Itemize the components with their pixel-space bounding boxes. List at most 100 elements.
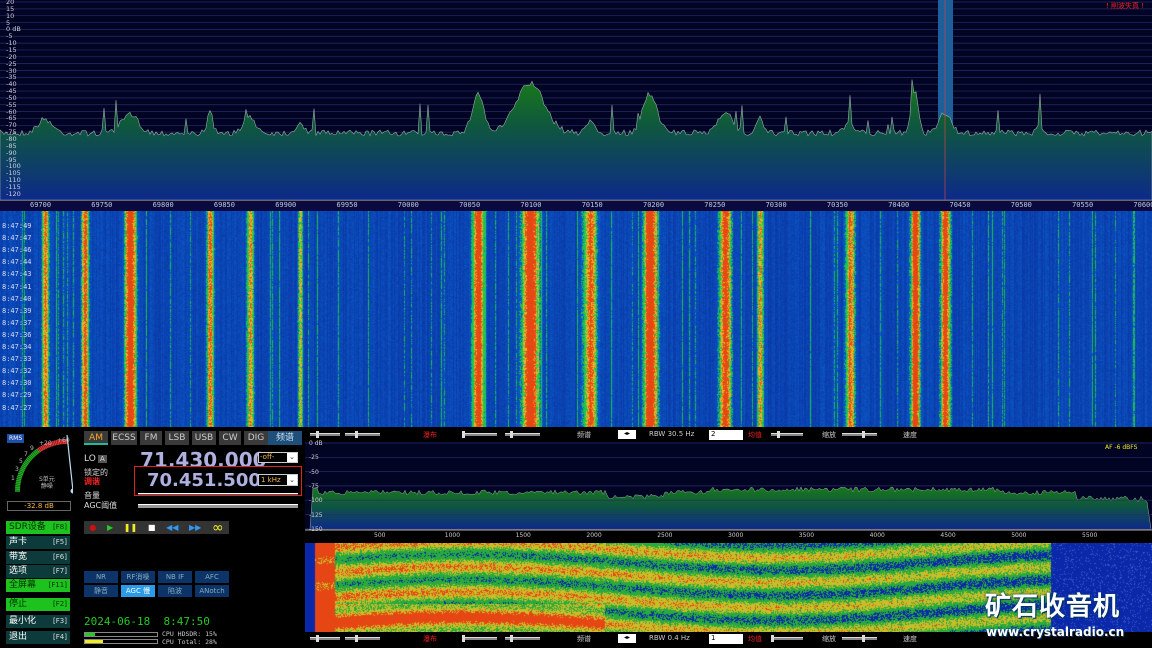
dsp-button[interactable]: ANotch (195, 585, 229, 597)
pause-icon[interactable]: ❚❚ (123, 523, 138, 532)
mode-lsb-button[interactable]: LSB (165, 431, 189, 445)
function-button[interactable]: 选项 [F7] (6, 565, 70, 578)
record-icon[interactable]: ● (89, 523, 97, 532)
spectrum-label: 频谱 (577, 635, 591, 643)
freq-tick-label: 70500 (1010, 201, 1032, 209)
tune-step-value: 1 kHz (261, 476, 281, 484)
db-tick-label: -100 (6, 162, 21, 171)
freq-tick-label: 70000 (397, 201, 419, 209)
avg-value: 2 (711, 430, 716, 438)
mode-ecss-button[interactable]: ECSS (111, 431, 137, 445)
frequency-axis[interactable]: 69700 69750 69800 69850 69900 69950 70000 70050… (0, 200, 1152, 211)
time-label: 8:47:43 (2, 270, 32, 279)
transport-bar: ● ▶ ❚❚ ■ ◀◀ ▶▶ ∞ (84, 519, 229, 536)
mode-am-button[interactable]: AM (84, 431, 108, 445)
mode-dig-button[interactable]: DIG (244, 431, 268, 445)
spectrum-contrast-slider[interactable] (462, 635, 497, 642)
speed-slider[interactable] (842, 635, 877, 642)
db-tick-label: -115 (6, 182, 21, 191)
cpu-hdsdr-bar (84, 632, 158, 637)
function-button-label: 退出 (9, 632, 28, 642)
zoom-slider[interactable] (771, 635, 803, 642)
rewind-icon[interactable]: ◀◀ (166, 523, 179, 532)
stop-icon[interactable]: ■ (147, 523, 156, 532)
dsp-button[interactable]: AFC (195, 571, 229, 583)
loop-icon[interactable]: ∞ (212, 519, 224, 536)
af-freq-label: 2500 (657, 532, 673, 539)
lo-frequency[interactable]: 71.430.000 (140, 448, 267, 467)
waterfall-contrast-slider[interactable] (310, 431, 340, 438)
function-button[interactable]: 退出 [F4] (6, 631, 70, 644)
rbw-stepper[interactable]: ◂▸ (618, 634, 636, 643)
dsp-button[interactable]: 陷波 (158, 585, 192, 597)
mode-fm-button[interactable]: FM (140, 431, 162, 445)
function-button-label: 全屏幕 (9, 580, 37, 590)
freq-tick-label: 70400 (888, 201, 910, 209)
function-button-label: 最小化 (9, 616, 37, 626)
af-db-label: -75 (309, 482, 319, 490)
function-button[interactable]: 最小化 [F3] (6, 615, 70, 628)
af-freq-label: 500 (374, 532, 386, 539)
dsp-button[interactable]: 静音 (84, 585, 118, 597)
play-icon[interactable]: ▶ (106, 523, 114, 532)
db-tick-label: -45 (6, 87, 17, 96)
volume-slider[interactable] (138, 504, 298, 508)
function-button[interactable]: 带宽 [F6] (6, 551, 70, 564)
tune-slider[interactable] (138, 493, 298, 495)
db-tick-label: -110 (6, 176, 21, 185)
bandwidth-button[interactable]: 频谱 (268, 431, 302, 445)
waterfall-brightness-slider[interactable] (345, 431, 380, 438)
meter-scale-label: 3 (15, 466, 19, 473)
meter-mode-button[interactable]: RMS (7, 434, 25, 443)
function-button-label: 声卡 (9, 537, 28, 547)
vfo-a-badge[interactable]: A (98, 455, 107, 463)
function-button[interactable]: 停止 [F2] (6, 598, 70, 611)
cpu-total-bar (84, 639, 158, 644)
function-button-label: 带宽 (9, 552, 28, 562)
af-freq-label: 4000 (869, 532, 885, 539)
af-waterfall[interactable] (305, 543, 1152, 632)
dsp-button[interactable]: NR (84, 571, 118, 583)
function-key-label: [F2] (53, 600, 67, 608)
af-level: AF -6 dBFS (1105, 444, 1138, 451)
avg-select[interactable]: 1 (709, 634, 743, 644)
af-waterfall-toolbar: 瀑布 频谱 ◂▸ RBW 0.4 Hz 1 均值 缩放 速度 (305, 632, 1152, 646)
waterfall-brightness-slider[interactable] (345, 635, 380, 642)
mode-cw-button[interactable]: CW (219, 431, 241, 445)
time-label: 8:47:27 (2, 403, 32, 412)
fast-forward-icon[interactable]: ▶▶ (189, 523, 202, 532)
lo-label: LO (84, 454, 96, 464)
function-button-label: 停止 (9, 599, 28, 609)
dsp-button[interactable]: AGC 慢 (121, 585, 155, 597)
dsp-button[interactable]: NB IF (158, 571, 192, 583)
function-button[interactable]: 全屏幕 [F11] (6, 579, 70, 592)
time-label: 8:47:41 (2, 282, 32, 291)
time-label: 8:47:32 (2, 367, 32, 376)
rf-spectrum[interactable] (0, 0, 1152, 200)
rf-waterfall[interactable] (0, 211, 1152, 427)
time-label: 8:47:39 (2, 306, 32, 315)
freq-tick-label: 70050 (459, 201, 481, 209)
rbw-stepper[interactable]: ◂▸ (618, 430, 636, 439)
waterfall-contrast-slider[interactable] (310, 635, 340, 642)
spectrum-brightness-slider[interactable] (505, 431, 540, 438)
tune-step-select[interactable]: 1 kHz ⌄ (258, 474, 298, 486)
tune-frequency[interactable]: 70.451.500 (147, 470, 261, 491)
speed-slider[interactable] (842, 431, 877, 438)
lo-step-select[interactable]: -off- ⌄ (258, 452, 298, 463)
dsp-button[interactable]: RF消噪 (121, 571, 155, 583)
function-button[interactable]: SDR设备 [F8] (6, 521, 70, 534)
meter-scale-label: +60 (57, 437, 70, 444)
time-label: 8:47:47 (2, 234, 32, 243)
af-spectrum[interactable] (305, 442, 1152, 543)
mode-usb-button[interactable]: USB (192, 431, 216, 445)
spectrum-contrast-slider[interactable] (462, 431, 497, 438)
freq-tick-label: 70550 (1072, 201, 1094, 209)
af-freq-label: 5500 (1082, 532, 1098, 539)
zoom-slider[interactable] (771, 431, 803, 438)
avg-select[interactable]: 2 (709, 430, 743, 440)
meter-scale-label: +20 (39, 440, 52, 447)
af-freq-label: 3500 (798, 532, 815, 539)
function-button[interactable]: 声卡 [F5] (6, 536, 70, 549)
spectrum-brightness-slider[interactable] (505, 635, 540, 642)
